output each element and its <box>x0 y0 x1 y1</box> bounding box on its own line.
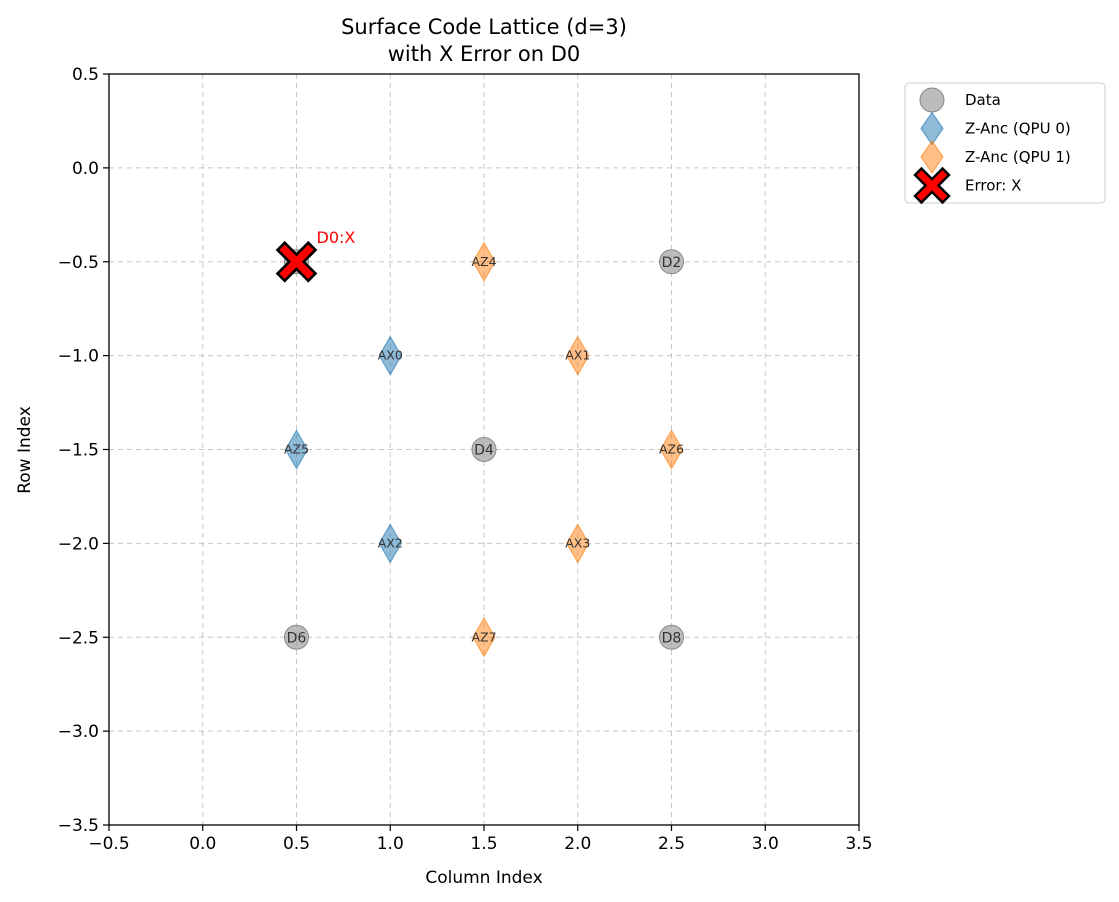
ancilla-marker <box>472 241 496 282</box>
ancilla-label: AX2 <box>378 535 403 550</box>
x-tick-label: 2.5 <box>658 834 685 854</box>
ancilla-label: AZ7 <box>471 629 496 644</box>
y-tick-label: −3.0 <box>58 722 99 742</box>
data-qubit-label: D6 <box>287 630 307 646</box>
x-tick-label: −0.5 <box>88 834 129 854</box>
legend-box <box>904 82 1106 204</box>
legend-ancilla-marker <box>920 139 944 175</box>
y-tick-label: −2.0 <box>58 534 99 554</box>
y-tick-label: −0.5 <box>58 253 99 273</box>
ancilla-marker <box>378 335 402 376</box>
data-qubit-marker <box>471 437 497 462</box>
y-tick-label: 0.0 <box>72 159 99 179</box>
legend: Data Z-Anc (QPU 0) Z-Anc (QPU 1) Error: X <box>904 82 1106 205</box>
ancilla-marker <box>566 523 590 564</box>
ancilla-label: AX3 <box>565 535 590 550</box>
ancilla-label: AX1 <box>565 348 590 363</box>
data-qubit-marker <box>284 624 309 650</box>
error-marker <box>275 240 318 283</box>
legend-label: Error: X <box>965 177 1021 195</box>
ancilla-label: AX0 <box>378 348 403 363</box>
x-axis-label: Column Index <box>425 868 542 888</box>
y-tick-label: −1.5 <box>58 441 99 461</box>
x-tick-label: 3.5 <box>845 834 872 854</box>
ancilla-marker <box>378 523 402 564</box>
data-qubit-label: D2 <box>662 255 682 271</box>
ancilla-label: AZ6 <box>659 442 684 457</box>
x-tick-label: 3.0 <box>752 834 779 854</box>
legend-error-marker <box>913 166 951 205</box>
ancilla-marker <box>659 429 684 470</box>
y-axis-label: Row Index <box>15 406 35 494</box>
x-tick-label: 2.0 <box>564 834 591 854</box>
legend-data-marker <box>919 87 945 113</box>
ancilla-label: AZ5 <box>284 442 309 457</box>
error-annotation: D0:X <box>317 228 356 247</box>
legend-label: Data <box>965 91 1001 109</box>
data-qubit-marker <box>659 249 684 275</box>
legend-label: Z-Anc (QPU 0) <box>965 120 1071 138</box>
y-tick-label: −1.0 <box>58 347 99 367</box>
y-tick-label: −3.5 <box>58 816 99 836</box>
y-tick-label: 0.5 <box>72 65 99 85</box>
y-tick-label: −2.5 <box>58 628 99 648</box>
axis-ticks: −0.5 0.0 0.5 1.0 1.5 2.0 2.5 3.0 3.5 0.5 0.0 −0.5 −1… <box>58 65 873 854</box>
x-tick-label: 1.0 <box>377 834 404 854</box>
chart-title-line-2: with X Error on D0 <box>388 42 581 66</box>
ancilla-label: AZ4 <box>471 254 496 269</box>
ancilla-marker <box>472 617 496 658</box>
x-tick-label: 0.5 <box>283 834 310 854</box>
data-qubit-label: D8 <box>662 630 682 646</box>
chart-title-line-1: Surface Code Lattice (d=3) <box>341 15 627 39</box>
data-qubit-label: D4 <box>474 443 494 459</box>
ancilla-marker <box>566 335 590 376</box>
ancilla-marker <box>284 429 309 470</box>
legend-label: Z-Anc (QPU 1) <box>965 148 1071 166</box>
data-qubit-marker <box>659 624 684 650</box>
x-tick-label: 1.5 <box>470 834 497 854</box>
x-tick-label: 0.0 <box>189 834 216 854</box>
